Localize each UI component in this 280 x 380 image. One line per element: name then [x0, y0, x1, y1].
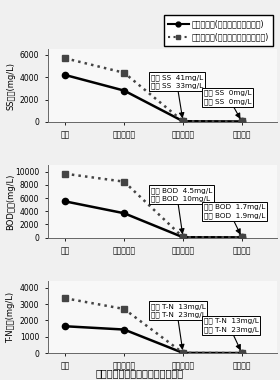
Text: 図　夏期、冬期の各行程処理状況: 図 夏期、冬期の各行程処理状況 [96, 368, 184, 378]
Text: 夏期 SS  41mg/L
冬期 SS  33mg/L: 夏期 SS 41mg/L 冬期 SS 33mg/L [151, 74, 203, 89]
Y-axis label: SS濃度(mg/L): SS濃度(mg/L) [6, 62, 15, 109]
Text: 夏期 T-N  13mg/L
冬期 T-N  23mg/L: 夏期 T-N 13mg/L 冬期 T-N 23mg/L [151, 303, 205, 318]
Legend: 夏期データ(平成９年７月１７日), 冬期データ(平成９年１１月１０日): 夏期データ(平成９年７月１７日), 冬期データ(平成９年１１月１０日) [164, 16, 273, 46]
Y-axis label: BOD濃度(mg/L): BOD濃度(mg/L) [6, 173, 15, 230]
Text: 夏期 BOD  4.5mg/L
冬期 BOD  10mg/L: 夏期 BOD 4.5mg/L 冬期 BOD 10mg/L [151, 187, 212, 203]
Text: 夏期 T-N  13mg/L
冬期 T-N  23mg/L: 夏期 T-N 13mg/L 冬期 T-N 23mg/L [204, 318, 258, 333]
Text: 夏期 BOD  1.7mg/L
冬期 BOD  1.9mg/L: 夏期 BOD 1.7mg/L 冬期 BOD 1.9mg/L [204, 204, 265, 219]
Y-axis label: T-N濃度(mg/L): T-N濃度(mg/L) [6, 291, 15, 343]
Text: 夏期 SS  0mg/L
冬期 SS  0mg/L: 夏期 SS 0mg/L 冬期 SS 0mg/L [204, 90, 251, 105]
